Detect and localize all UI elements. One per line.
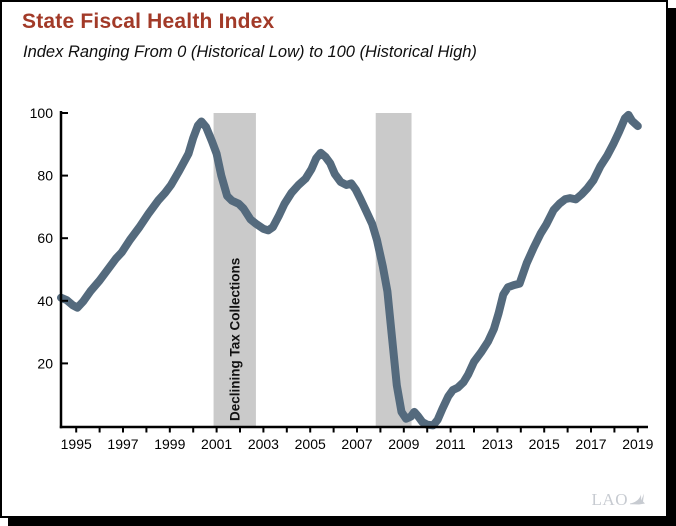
y-tick-label: 100 — [30, 105, 54, 121]
y-tick-label: 80 — [37, 168, 53, 184]
x-tick-label: 2005 — [295, 436, 326, 452]
page-title: State Fiscal Health Index — [22, 10, 275, 33]
x-tick-label: 2017 — [575, 436, 606, 452]
x-tick-label: 1997 — [107, 436, 138, 452]
lao-swoosh-icon — [630, 493, 645, 505]
index-line-series — [57, 110, 642, 430]
y-tick-label: 60 — [37, 230, 53, 246]
recession-bands — [213, 113, 412, 426]
lao-watermark: LAO — [592, 491, 646, 508]
y-axis-ticks: 20 40 60 80 100 — [30, 105, 68, 371]
x-tick-label: 2009 — [388, 436, 419, 452]
x-tick-label: 2007 — [341, 436, 372, 452]
x-tick-label: 2019 — [622, 436, 653, 452]
fiscal-health-line-chart: Declining Tax Collections 20 40 60 80 100 1995… — [30, 105, 654, 452]
chart-subtitle: Index Ranging From 0 (Historical Low) to… — [23, 43, 477, 61]
y-tick-label: 20 — [37, 355, 53, 371]
y-tick-label: 40 — [37, 293, 53, 309]
x-tick-label: 2013 — [482, 436, 513, 452]
x-tick-label: 2011 — [436, 436, 466, 452]
x-tick-label: 2003 — [248, 436, 279, 452]
x-tick-label: 1995 — [61, 436, 92, 452]
lao-logo-text: LAO — [591, 490, 628, 509]
x-tick-label: 2001 — [201, 436, 232, 452]
figure-frame: State Fiscal Health Index Index Ranging … — [0, 0, 668, 518]
x-tick-label: 1999 — [154, 436, 185, 452]
band-label: Declining Tax Collections — [228, 258, 243, 421]
x-tick-label: 2015 — [529, 436, 560, 452]
x-axis-ticks: 1995 1997 1999 2001 2003 2005 2007 2009 2011 2013… — [61, 427, 654, 452]
axes — [59, 111, 648, 429]
